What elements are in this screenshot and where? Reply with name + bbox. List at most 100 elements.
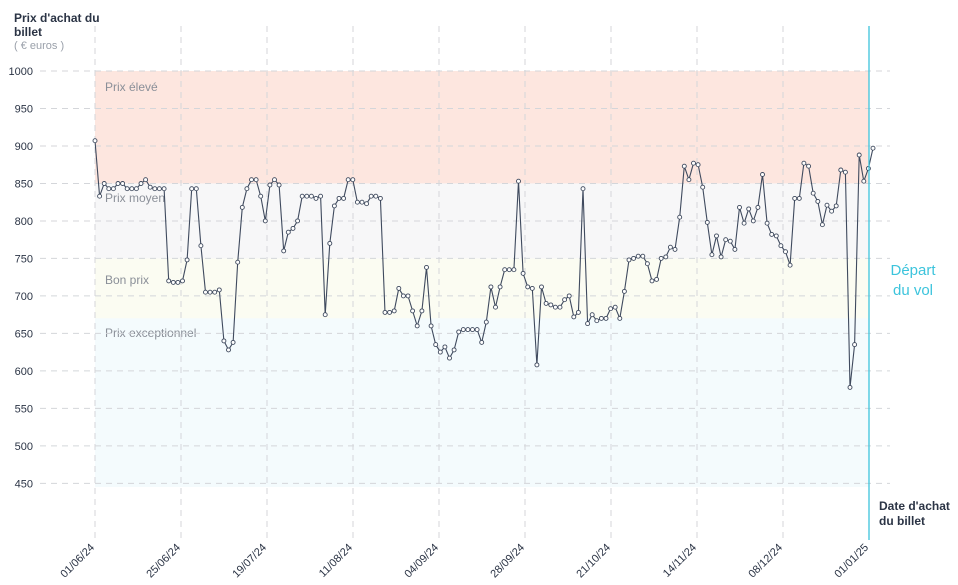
data-point [419, 308, 425, 314]
data-point [493, 304, 498, 310]
data-point [410, 308, 416, 314]
data-point [281, 248, 287, 254]
data-point [377, 195, 383, 201]
data-point [506, 267, 512, 273]
y-tick-label: 450 [15, 478, 33, 490]
data-point [488, 284, 494, 290]
data-point [124, 186, 130, 192]
x-tick-label: 08/12/24 [746, 542, 785, 581]
data-point [543, 300, 549, 306]
data-point [829, 208, 835, 214]
data-point [465, 327, 471, 333]
data-point [640, 253, 646, 259]
data-point [189, 186, 195, 192]
data-point [193, 186, 199, 192]
price-series [92, 138, 876, 390]
data-point [272, 177, 277, 183]
band-label: Prix élevé [105, 80, 158, 94]
data-point [511, 267, 517, 273]
data-point [138, 181, 144, 186]
data-point [239, 204, 245, 210]
data-point [198, 243, 204, 249]
data-point [133, 186, 139, 192]
data-point [773, 233, 779, 239]
data-point [285, 229, 291, 235]
data-point [516, 178, 521, 184]
data-point [529, 285, 535, 291]
data-point [387, 309, 393, 315]
data-point [235, 259, 241, 265]
data-point [313, 195, 319, 201]
data-point [672, 246, 678, 252]
data-point [704, 219, 710, 225]
data-point [437, 349, 443, 355]
data-point [838, 167, 844, 173]
data-point [322, 312, 328, 318]
data-point [727, 238, 733, 244]
data-point [382, 309, 388, 315]
y-tick-label: 500 [15, 441, 33, 453]
data-point [760, 172, 765, 177]
data-point [318, 193, 324, 199]
data-point [474, 327, 480, 333]
y-tick-label: 750 [15, 253, 33, 265]
data-point [414, 323, 420, 329]
data-point [598, 315, 604, 321]
data-point [350, 177, 356, 183]
departure-label: Départ du vol [890, 262, 936, 299]
data-point [304, 193, 310, 199]
data-point [308, 193, 314, 199]
data-point [700, 184, 706, 190]
y-tick-label: 800 [15, 216, 33, 228]
band-3 [95, 318, 869, 487]
data-point [801, 160, 807, 166]
data-point [143, 177, 149, 183]
data-point [166, 278, 172, 284]
data-point [327, 240, 333, 246]
data-point [718, 254, 724, 260]
data-point [97, 193, 103, 199]
data-point [635, 253, 641, 259]
x-tick-label: 21/10/24 [574, 542, 613, 581]
data-point [497, 284, 503, 290]
data-point [359, 199, 365, 205]
data-point [396, 285, 402, 291]
grid-lines [40, 26, 890, 540]
data-point [230, 339, 236, 345]
data-point [405, 293, 411, 299]
data-point [842, 169, 848, 175]
data-point [658, 255, 664, 261]
data-point [562, 297, 568, 303]
data-point [621, 288, 627, 294]
data-point [110, 186, 116, 192]
data-point [249, 177, 254, 183]
data-point [548, 302, 554, 308]
data-point [184, 257, 190, 263]
data-point [391, 308, 397, 314]
data-point [295, 218, 301, 224]
data-point [677, 214, 683, 220]
data-point [723, 237, 729, 243]
data-point [608, 306, 614, 312]
y-tick-label: 700 [15, 291, 33, 303]
data-point [428, 323, 434, 329]
y-tick-label: 950 [15, 103, 33, 115]
data-point [331, 203, 337, 209]
data-point [539, 284, 544, 290]
data-point [787, 262, 793, 268]
y-tick-label: 900 [15, 141, 33, 153]
data-point [203, 289, 208, 295]
band-0 [95, 71, 869, 184]
data-point [847, 384, 853, 390]
data-point [341, 195, 347, 201]
data-point [649, 278, 655, 284]
data-point [345, 177, 351, 183]
data-point [267, 182, 273, 188]
data-point [552, 304, 558, 310]
data-point [819, 222, 825, 228]
data-point [585, 321, 591, 327]
y-tick-label: 1000 [9, 66, 33, 78]
data-point [115, 181, 121, 186]
